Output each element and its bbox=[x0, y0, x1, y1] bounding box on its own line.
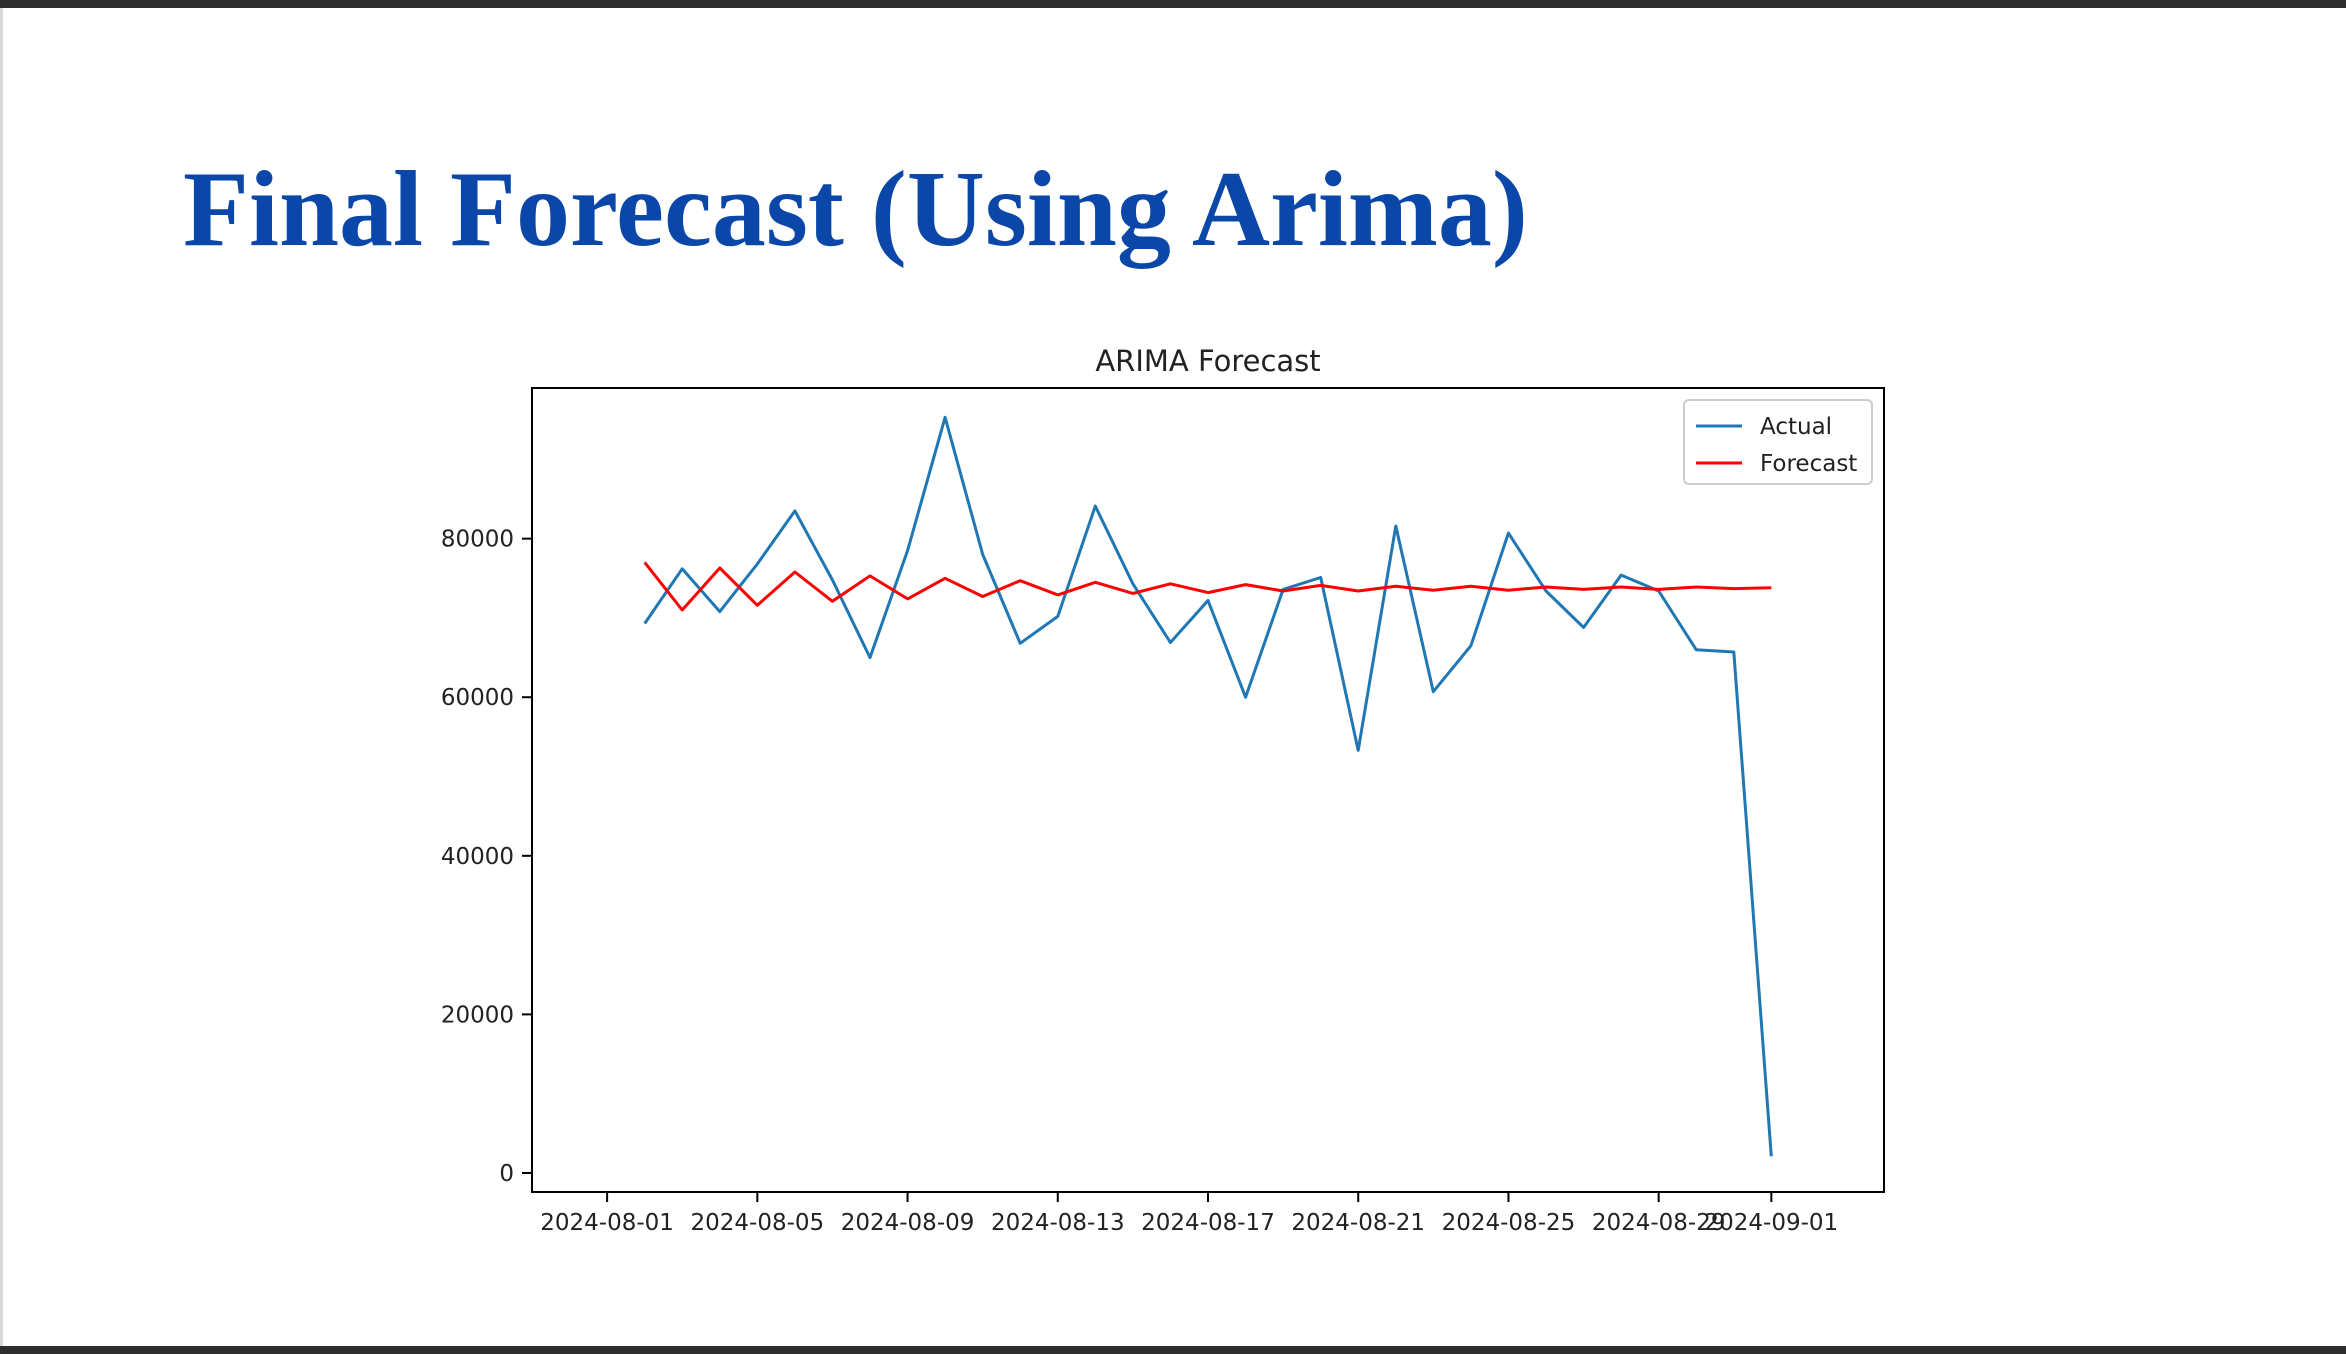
y-tick-label: 20000 bbox=[441, 1002, 514, 1028]
slide-title: Final Forecast (Using Arima) bbox=[183, 150, 1528, 269]
y-tick-label: 0 bbox=[499, 1161, 514, 1187]
legend-label-forecast: Forecast bbox=[1760, 451, 1857, 477]
x-tick-label: 2024-09-01 bbox=[1704, 1210, 1838, 1236]
y-tick-label: 40000 bbox=[441, 844, 514, 870]
slide: Final Forecast (Using Arima) bbox=[0, 8, 2346, 1346]
x-tick-label: 2024-08-13 bbox=[991, 1210, 1125, 1236]
chart-title: ARIMA Forecast bbox=[1095, 344, 1320, 378]
series-line-forecast bbox=[643, 561, 1772, 612]
x-axis: 2024-08-01 2024-08-05 2024-08-09 2024-08-13… bbox=[540, 1192, 1838, 1236]
x-tick-label: 2024-08-05 bbox=[690, 1210, 824, 1236]
x-tick-label: 2024-08-25 bbox=[1442, 1210, 1576, 1236]
legend-label-actual: Actual bbox=[1760, 414, 1832, 440]
x-tick-label: 2024-08-21 bbox=[1291, 1210, 1425, 1236]
legend: Actual Forecast bbox=[1683, 399, 1873, 485]
x-tick-label: 2024-08-09 bbox=[841, 1210, 975, 1236]
y-axis: 0 20000 40000 60000 80000 bbox=[441, 527, 532, 1187]
series-layer bbox=[643, 415, 1773, 1157]
series-line-actual bbox=[643, 415, 1773, 1157]
x-tick-label: 2024-08-01 bbox=[540, 1210, 674, 1236]
y-tick-label: 60000 bbox=[441, 685, 514, 711]
y-tick-label: 80000 bbox=[441, 527, 514, 553]
x-tick-label: 2024-08-17 bbox=[1141, 1210, 1275, 1236]
plot-frame bbox=[531, 387, 1885, 1193]
x-tick-label: 2024-08-29 bbox=[1592, 1210, 1726, 1236]
